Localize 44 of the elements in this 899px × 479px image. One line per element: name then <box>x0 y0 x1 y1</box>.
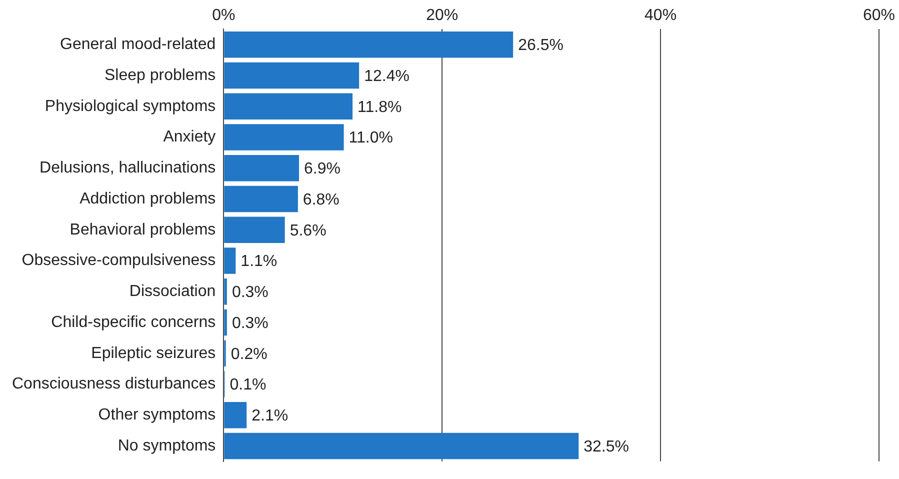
data-label: 26.5% <box>518 37 564 54</box>
bar <box>224 93 353 120</box>
y-tick-label: General mood-related <box>60 36 216 54</box>
y-tick-label: Sleep problems <box>104 66 216 84</box>
bar <box>224 155 300 182</box>
bar <box>224 62 360 89</box>
data-label: 2.1% <box>252 408 288 424</box>
data-label: 0.1% <box>230 376 266 394</box>
bar <box>224 216 285 243</box>
data-label: 5.6% <box>290 222 326 240</box>
y-tick-label: Obsessive-compulsiveness <box>22 252 216 270</box>
y-tick-label: Behavioral problems <box>70 221 216 238</box>
data-label: 6.9% <box>304 160 340 178</box>
bar <box>224 248 236 274</box>
data-label: 0.3% <box>232 284 268 302</box>
y-tick-label: Other symptoms <box>98 406 216 424</box>
bar <box>224 432 579 460</box>
bar <box>224 402 247 428</box>
y-tick-label: Consciousness disturbances <box>12 376 216 393</box>
y-tick-label: Epileptic seizures <box>91 344 216 362</box>
y-tick-label: Physiological symptoms <box>44 98 216 115</box>
y-tick-label: Child-specific concerns <box>51 314 216 331</box>
data-label: 1.1% <box>240 253 278 270</box>
bar <box>224 124 344 150</box>
x-tick-label: 60% <box>862 7 896 24</box>
x-tick-label: 40% <box>644 7 677 24</box>
data-label: 11.8% <box>358 98 402 116</box>
y-tick-label: Delusions, hallucinations <box>40 160 216 177</box>
data-label: 6.8% <box>302 191 340 208</box>
data-label: 0.2% <box>230 346 268 363</box>
data-label: 0.3% <box>232 314 268 332</box>
bar <box>224 278 227 305</box>
y-tick-label: Anxiety <box>163 128 216 146</box>
y-tick-label: Addiction problems <box>80 190 216 208</box>
x-tick-label: 20% <box>426 7 458 24</box>
y-tick-label: No symptoms <box>118 437 216 454</box>
data-label: 12.4% <box>364 68 410 85</box>
bar <box>224 186 298 212</box>
data-label: 32.5% <box>584 438 630 456</box>
bar <box>224 32 514 58</box>
bar <box>224 309 227 336</box>
x-tick-label: 0% <box>212 7 236 24</box>
data-label: 11.0% <box>348 130 393 147</box>
y-tick-label: Dissociation <box>129 283 216 300</box>
